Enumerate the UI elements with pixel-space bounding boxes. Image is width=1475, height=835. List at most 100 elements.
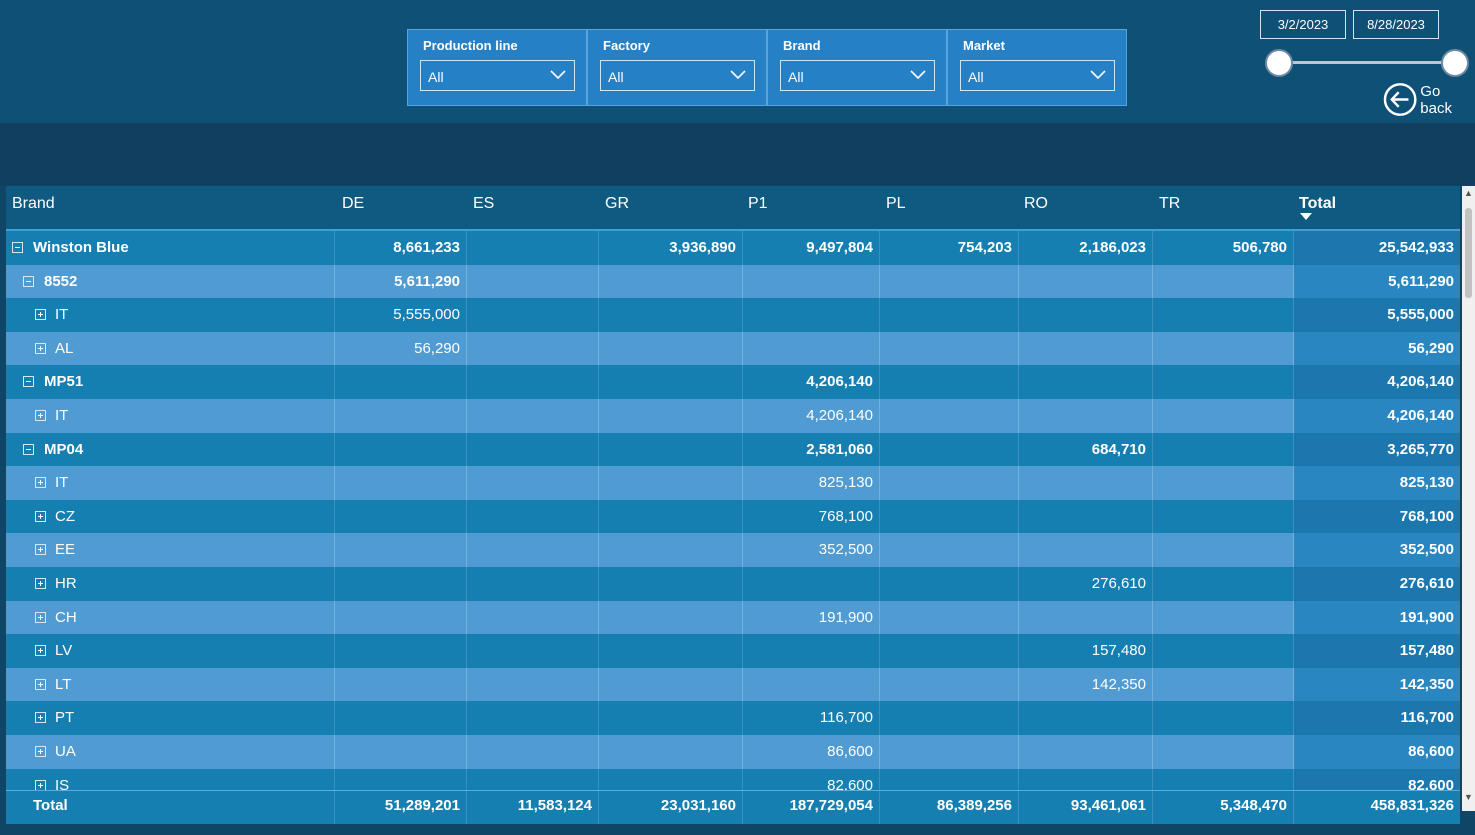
scroll-up-icon[interactable]: ▲ (1464, 188, 1473, 198)
value-cell (467, 231, 599, 265)
value-cell: 191,900 (743, 600, 880, 635)
value-cell (335, 399, 467, 433)
row-header-cell: CH (6, 600, 335, 635)
row-total-cell: 25,542,933 (1294, 231, 1460, 265)
value-cell (599, 365, 743, 400)
scrollbar-thumb[interactable] (1465, 208, 1472, 298)
row-header-cell: CZ (6, 499, 335, 534)
date-slider-start-handle[interactable] (1265, 49, 1293, 77)
row-header-cell: MP04 (6, 432, 335, 467)
expand-icon[interactable] (35, 410, 46, 421)
value-cell (599, 466, 743, 501)
row-label: Winston Blue (33, 239, 129, 256)
date-slider-end-handle[interactable] (1441, 49, 1469, 77)
value-cell (467, 365, 599, 400)
value-cell (335, 365, 467, 400)
value-cell (335, 432, 467, 467)
row-header-cell: AL (6, 331, 335, 366)
expand-icon[interactable] (35, 779, 46, 791)
value-cell: 86,600 (743, 735, 880, 769)
factory-dropdown[interactable]: All (600, 60, 755, 91)
value-cell (1153, 499, 1294, 534)
value-cell: 825,130 (743, 466, 880, 501)
value-cell (880, 533, 1019, 568)
value-cell (467, 567, 599, 601)
column-header-ro[interactable]: RO (1024, 195, 1048, 212)
go-back-button[interactable]: Go back (1383, 82, 1475, 117)
value-cell (880, 499, 1019, 534)
value-cell: 2,186,023 (1019, 231, 1153, 265)
column-header-total[interactable]: Total (1299, 195, 1337, 212)
value-cell: 4,206,140 (743, 365, 880, 400)
collapse-icon[interactable] (12, 242, 23, 253)
value-cell (335, 466, 467, 501)
row-header-cell: HR (6, 567, 335, 601)
value-cell (335, 768, 467, 803)
value-cell (880, 365, 1019, 400)
brand-dropdown[interactable]: All (780, 60, 935, 91)
column-header-es[interactable]: ES (473, 195, 495, 212)
value-cell (880, 331, 1019, 366)
expand-icon[interactable] (35, 477, 46, 489)
expand-icon[interactable] (35, 309, 46, 321)
scroll-down-icon[interactable]: ▼ (1464, 792, 1473, 802)
value-cell: 2,581,060 (743, 432, 880, 467)
expand-icon[interactable] (35, 578, 46, 589)
value-cell (1019, 600, 1153, 635)
value-cell: 142,350 (1019, 667, 1153, 702)
column-header-gr[interactable]: GR (605, 195, 629, 212)
column-header-p1[interactable]: P1 (748, 195, 768, 212)
value-cell (880, 466, 1019, 501)
expand-icon[interactable] (35, 611, 46, 623)
value-cell (335, 499, 467, 534)
value-cell: 5,555,000 (335, 298, 467, 333)
value-cell (1019, 701, 1153, 736)
collapse-icon[interactable] (23, 376, 34, 388)
column-header-pl[interactable]: PL (886, 195, 906, 212)
slicer-production-line: Production line All (407, 29, 587, 106)
value-cell (467, 600, 599, 635)
row-total-cell: 142,350 (1294, 667, 1460, 702)
expand-icon[interactable] (35, 746, 46, 757)
matrix-scrollbar[interactable]: ▲ ▼ (1462, 186, 1475, 811)
slicer-label: Market (963, 38, 1005, 53)
value-cell (599, 432, 743, 467)
expand-icon[interactable] (35, 342, 46, 354)
expand-icon[interactable] (35, 510, 46, 522)
value-cell (335, 735, 467, 769)
start-date-input[interactable]: 3/2/2023 (1260, 10, 1346, 39)
row-label: IT (55, 407, 69, 424)
table-row: MP04 2,581,060 684,710 3,265,770 (6, 432, 1460, 467)
matrix-table: Brand DE ES GR P1 PL RO TR Total Winston Blue 8,6… (6, 186, 1460, 824)
expand-icon[interactable] (35, 544, 46, 556)
collapse-icon[interactable] (23, 275, 34, 287)
production-line-dropdown[interactable]: All (420, 60, 575, 91)
value-cell (743, 567, 880, 601)
row-label: HR (55, 575, 77, 592)
date-slider-track[interactable] (1279, 61, 1455, 64)
collapse-icon[interactable] (23, 443, 34, 455)
row-total-cell: 157,480 (1294, 634, 1460, 669)
value-cell (880, 399, 1019, 433)
expand-icon[interactable] (35, 645, 46, 657)
expand-icon[interactable] (35, 678, 46, 690)
column-header-de[interactable]: DE (342, 195, 365, 212)
slicer-factory: Factory All (587, 29, 767, 106)
table-row: CZ 768,100 768,100 (6, 499, 1460, 534)
expand-icon[interactable] (35, 712, 46, 724)
value-cell: 56,290 (335, 331, 467, 366)
column-header-brand[interactable]: Brand (12, 195, 55, 212)
value-cell (1153, 399, 1294, 433)
value-cell (1019, 533, 1153, 568)
sort-descending-icon[interactable] (1300, 213, 1312, 220)
table-row: HR 276,610 276,610 (6, 567, 1460, 601)
row-label: CH (55, 608, 77, 626)
value-cell (335, 701, 467, 736)
value-cell (1153, 600, 1294, 635)
value-cell (467, 735, 599, 769)
market-dropdown[interactable]: All (960, 60, 1115, 91)
column-header-tr[interactable]: TR (1159, 195, 1181, 212)
end-date-input[interactable]: 8/28/2023 (1353, 10, 1439, 39)
value-cell (1153, 567, 1294, 601)
value-cell (880, 600, 1019, 635)
